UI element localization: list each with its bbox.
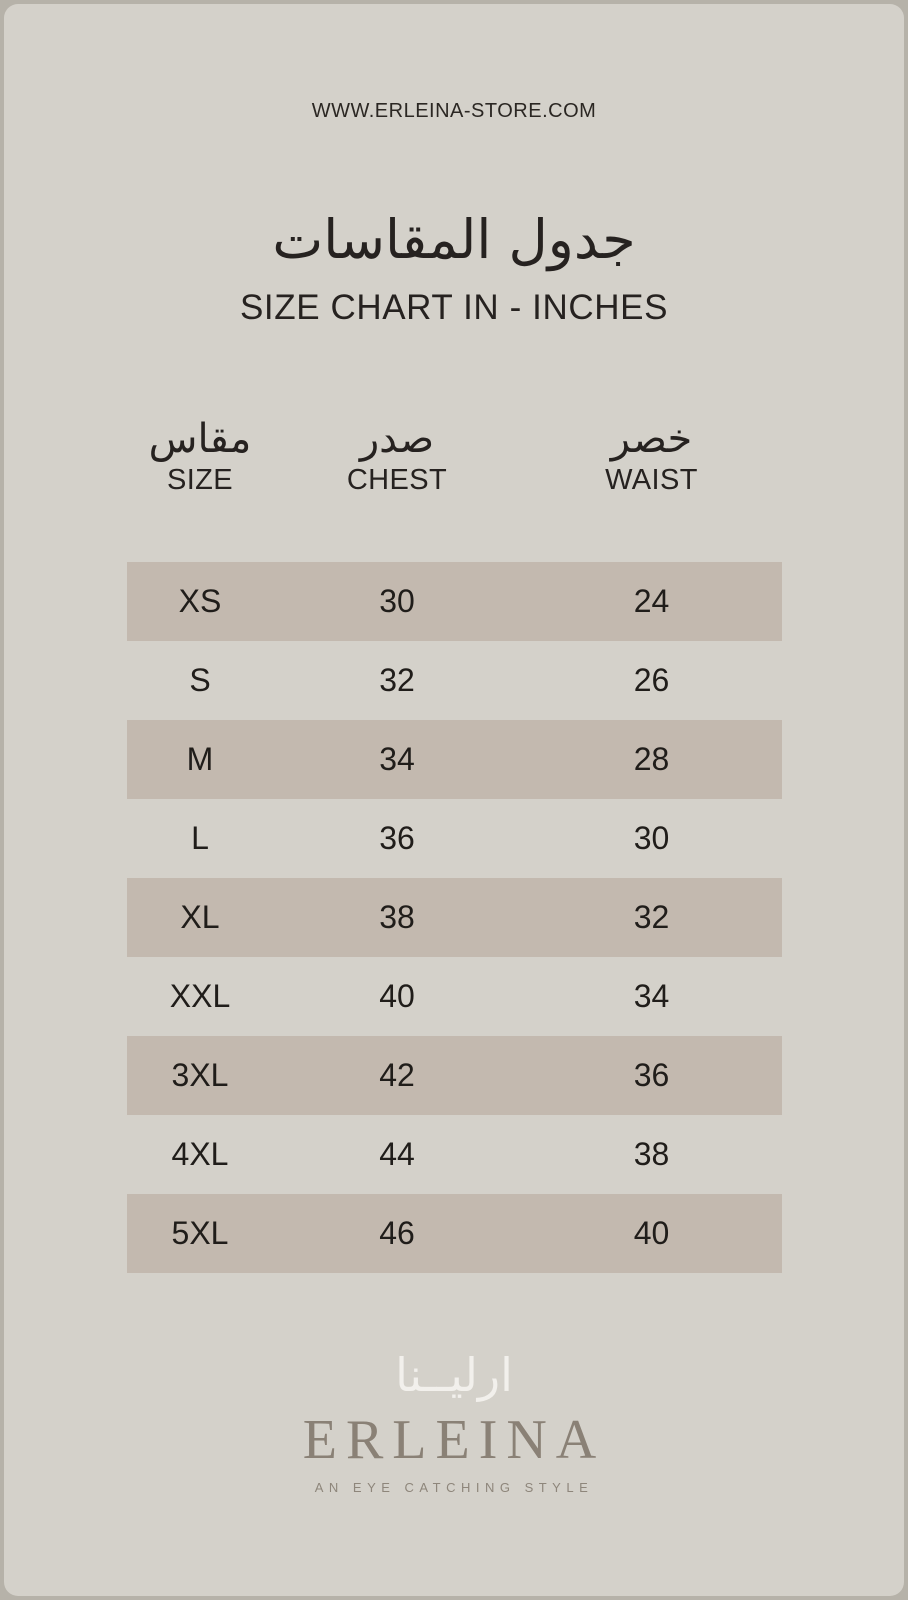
cell-size: 4XL — [171, 1136, 229, 1172]
cell-chest: 32 — [379, 662, 415, 698]
cell-waist: 34 — [633, 978, 670, 1014]
cell-waist: 36 — [633, 1057, 670, 1093]
page-title-english: SIZE CHART IN - INCHES — [239, 288, 669, 327]
brand-logo: ارليــنا ERLEINA AN EYE CATCHING STYLE — [4, 1352, 904, 1495]
brand-logo-arabic: ارليــنا — [395, 1348, 513, 1402]
cell-waist: 40 — [633, 1215, 670, 1251]
table-body: XS 30 24 S 32 26 M 34 28 L 36 30 XL 38 32 XXL 40 34 3XL 42 3… — [127, 562, 782, 1273]
column-header-waist-arabic: خصر — [610, 416, 693, 462]
column-header-size-english: SIZE — [166, 464, 234, 496]
size-chart-card: WWW.ERLEINA-STORE.COM جدول المقاسات SIZE… — [4, 4, 904, 1596]
column-header-chest: صدر CHEST — [273, 412, 521, 562]
table-row: S 32 26 — [127, 641, 782, 720]
cell-waist: 24 — [633, 583, 670, 619]
table-header-row: مقاس SIZE صدر CHEST خصر WAIST — [127, 412, 782, 562]
column-header-size-arabic: مقاس — [148, 416, 252, 462]
table-row: 3XL 42 36 — [127, 1036, 782, 1115]
table-row: 5XL 46 40 — [127, 1194, 782, 1273]
cell-size: M — [186, 741, 214, 777]
cell-size: 5XL — [171, 1215, 229, 1251]
cell-waist: 32 — [633, 899, 670, 935]
cell-size: S — [189, 662, 211, 698]
column-header-waist: خصر WAIST — [521, 412, 782, 562]
cell-size: XXL — [169, 978, 231, 1014]
table-row: XL 38 32 — [127, 878, 782, 957]
website-url: WWW.ERLEINA-STORE.COM — [311, 100, 597, 122]
cell-size: XL — [180, 899, 220, 935]
table-row: L 36 30 — [127, 799, 782, 878]
cell-chest: 40 — [379, 978, 415, 1014]
brand-tagline: AN EYE CATCHING STYLE — [314, 1480, 594, 1495]
cell-chest: 34 — [379, 741, 415, 777]
cell-size: 3XL — [171, 1057, 229, 1093]
cell-chest: 36 — [379, 820, 415, 856]
size-chart-table: مقاس SIZE صدر CHEST خصر WAIST XS 30 24 S 32 2… — [127, 412, 782, 1273]
cell-chest: 44 — [379, 1136, 415, 1172]
table-row: 4XL 44 38 — [127, 1115, 782, 1194]
table-row: M 34 28 — [127, 720, 782, 799]
cell-waist: 38 — [633, 1136, 670, 1172]
cell-chest: 38 — [379, 899, 415, 935]
cell-size: L — [191, 820, 209, 856]
table-row: XXL 40 34 — [127, 957, 782, 1036]
cell-size: XS — [178, 583, 222, 619]
cell-chest: 30 — [379, 583, 415, 619]
brand-logo-latin: ERLEINA — [302, 1409, 606, 1471]
cell-waist: 26 — [633, 662, 670, 698]
cell-waist: 28 — [633, 741, 670, 777]
column-header-chest-english: CHEST — [346, 464, 448, 496]
table-row: XS 30 24 — [127, 562, 782, 641]
cell-chest: 46 — [379, 1215, 415, 1251]
cell-chest: 42 — [379, 1057, 415, 1093]
page-title-arabic: جدول المقاسات — [272, 208, 636, 271]
column-header-chest-arabic: صدر — [359, 416, 435, 462]
column-header-waist-english: WAIST — [605, 464, 698, 496]
column-header-size: مقاس SIZE — [127, 412, 273, 562]
cell-waist: 30 — [633, 820, 670, 856]
